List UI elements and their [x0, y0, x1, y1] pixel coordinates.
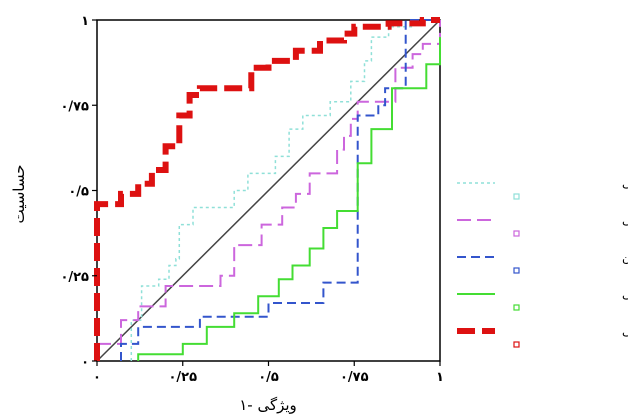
y-axis-label: حساسیت [10, 164, 28, 223]
series-line-3 [120, 19, 440, 361]
series-line-2 [97, 20, 441, 345]
reference-diagonal [96, 19, 441, 362]
legend: سطح پایه E2 سرمی سطح پایه LH سرمی سن سطح FS… [457, 176, 628, 348]
legend-label-1: سطح پایه E2 سرمی [622, 176, 628, 191]
series-line-1 [130, 19, 440, 361]
y-tick-label: ۰ [81, 355, 89, 370]
x-tick-label: ۰/۷۵ [340, 370, 369, 385]
legend-marker-1 [513, 193, 520, 200]
y-tick-label: ۰/۲۵ [60, 270, 89, 285]
x-axis-ticks: ۰ ۰/۲۵ ۰/۵ ۰/۷۵ ۱ [93, 361, 444, 385]
y-tick-label: ۰/۷۵ [60, 99, 89, 114]
series-line-4 [137, 37, 441, 361]
series-line-5 [94, 17, 440, 361]
x-axis-label: ویژگی -۱ [239, 396, 297, 414]
x-tick-label: ۰/۵ [258, 370, 279, 385]
legend-marker-2 [513, 230, 520, 237]
legend-label-2: سطح پایه LH سرمی [622, 213, 628, 228]
x-tick-label: ۱ [436, 370, 444, 385]
y-tick-label: ۰/۵ [68, 185, 89, 200]
series-layer [94, 17, 441, 361]
legend-marker-5 [513, 341, 520, 348]
y-axis-ticks: ۰ ۰/۲۵ ۰/۵ ۰/۷۵ ۱ [60, 14, 97, 370]
legend-marker-3 [513, 267, 520, 274]
y-tick-label: ۱ [81, 14, 89, 29]
legend-label-5: سطح AMH سرمی [622, 324, 628, 339]
x-tick-label: ۰/۲۵ [168, 370, 197, 385]
legend-marker-4 [513, 304, 520, 311]
legend-label-3: سن [622, 250, 628, 265]
x-tick-label: ۰ [93, 370, 101, 385]
reference-line-layer [96, 19, 441, 362]
legend-label-4: سطح FSH سرمی [622, 287, 628, 302]
